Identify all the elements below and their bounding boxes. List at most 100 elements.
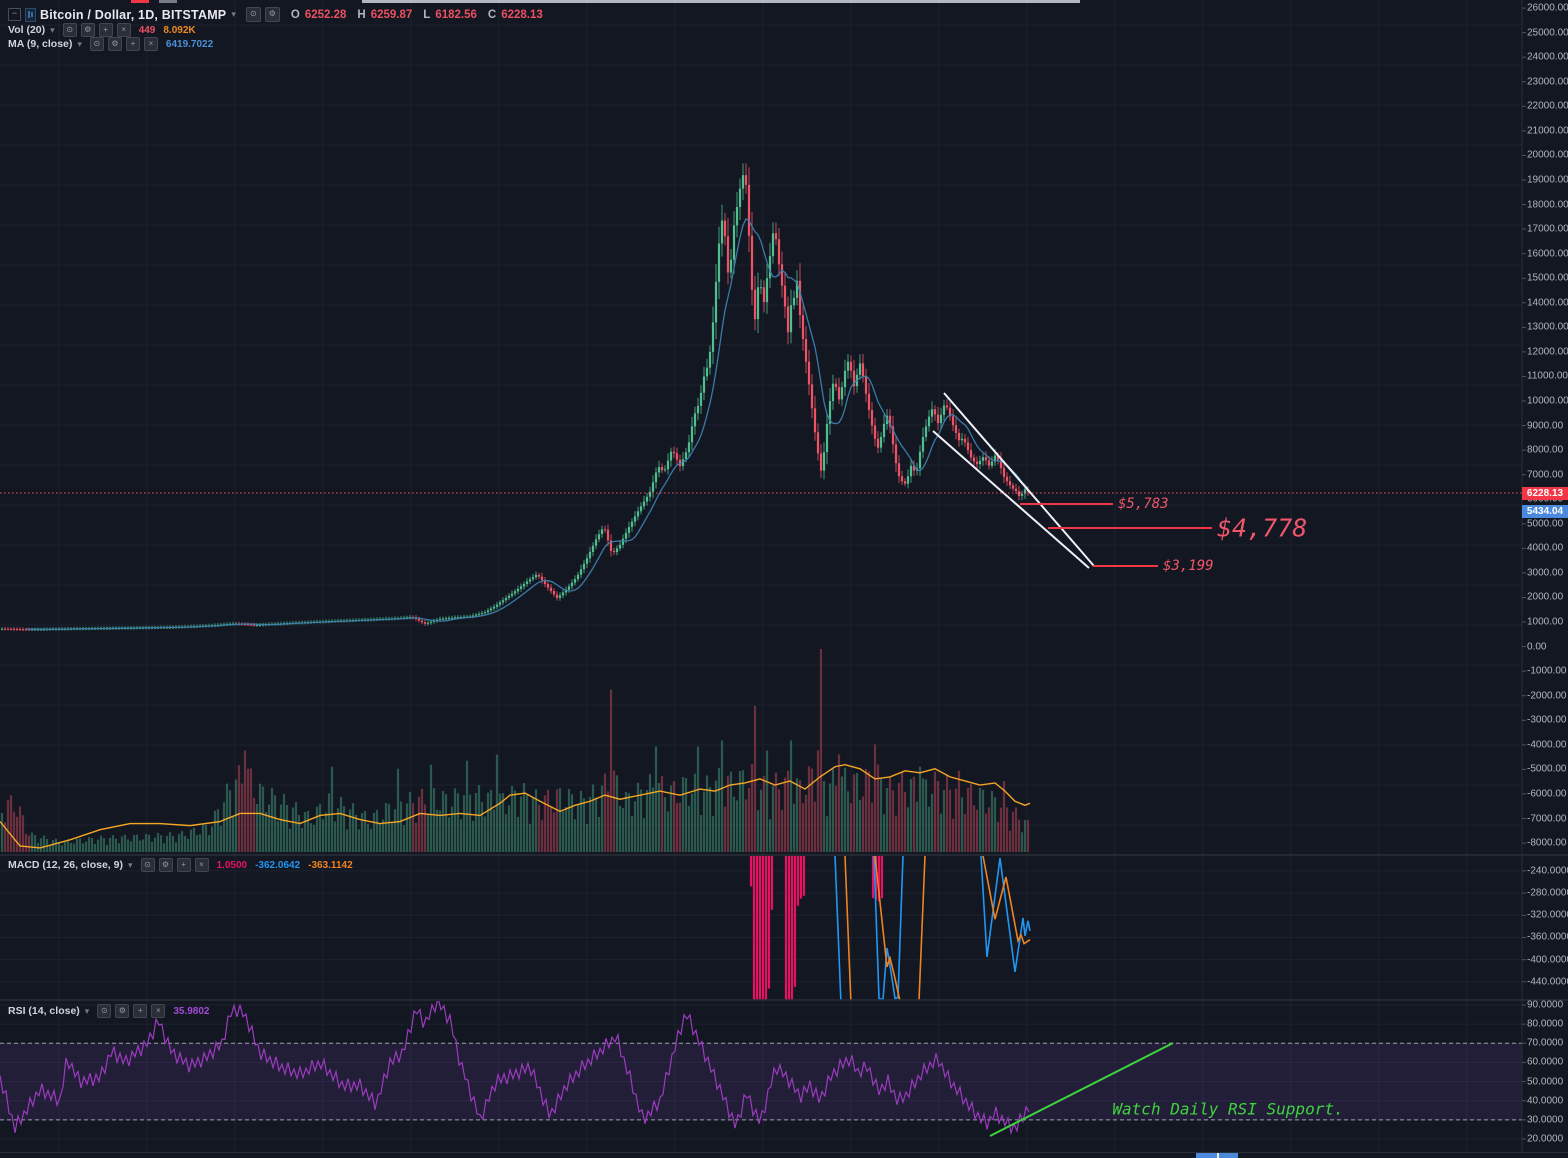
axis-tick-label: 50.0000 [1527, 1076, 1564, 1088]
low-value: 6182.56 [435, 8, 477, 21]
axis-tick-label: 24000.00 [1527, 51, 1568, 63]
axis-tick-label: 12000.00 [1527, 346, 1568, 358]
price-level-label-3199[interactable]: $3,199 [1163, 558, 1214, 574]
gear-icon[interactable]: ⚙ [264, 7, 280, 22]
axis-tick-label: -6000.00 [1527, 788, 1567, 800]
volume-indicator-label[interactable]: Vol (20) [8, 24, 46, 36]
add-icon[interactable]: + [125, 37, 140, 51]
remove-icon[interactable]: × [151, 1004, 166, 1018]
gear-icon[interactable]: ⚙ [80, 23, 95, 37]
ma-legend-row: MA (9, close) ▾ ⊙ ⚙ + × 6419.7022 [8, 37, 213, 51]
axis-tick-label: 20.0000 [1527, 1133, 1564, 1145]
candlestick-series-icon[interactable] [25, 7, 36, 22]
last-price-badge: 6228.13 [1522, 486, 1568, 500]
axis-tick-label: 17000.00 [1527, 223, 1568, 235]
axis-tick-label: 20000.00 [1527, 149, 1568, 161]
rsi-caret-icon[interactable]: ▾ [84, 1005, 90, 1016]
remove-icon[interactable]: × [194, 858, 209, 872]
remove-icon[interactable]: × [143, 37, 158, 51]
axis-tick-label: -3000.00 [1527, 714, 1567, 726]
add-icon[interactable]: + [176, 858, 191, 872]
close-value: 6228.13 [501, 8, 543, 21]
axis-tick-label: 30.0000 [1527, 1114, 1564, 1126]
axis-tick-label: 25000.00 [1527, 27, 1568, 39]
ma-caret-icon[interactable]: ▾ [77, 38, 82, 49]
add-icon[interactable]: + [98, 23, 113, 37]
symbol-legend-row: − Bitcoin / Dollar, 1D, BITSTAMP ▾ ⊙ ⚙ O… [8, 7, 543, 22]
axis-tick-label: -280.0000 [1527, 887, 1568, 899]
volume-value: 449 [138, 24, 156, 36]
macd-hist-value: 1.0500 [216, 859, 248, 871]
axis-tick-label: 40.0000 [1527, 1095, 1564, 1107]
macd-signal-value: -363.1142 [308, 859, 353, 871]
macd-indicator-label[interactable]: MACD (12, 26, close, 9) [8, 859, 123, 871]
eye-icon[interactable]: ⊙ [62, 23, 77, 37]
symbol-caret-icon[interactable]: ▾ [231, 9, 236, 19]
high-label: H [357, 8, 366, 21]
symbol-title[interactable]: Bitcoin / Dollar, 1D, BITSTAMP [40, 7, 227, 22]
rsi-support-note[interactable]: Watch Daily RSI Support. [1112, 1099, 1344, 1119]
rsi-indicator-label[interactable]: RSI (14, close) [8, 1005, 80, 1017]
volume-caret-icon[interactable]: ▾ [50, 24, 55, 35]
axis-tick-label: 10000.00 [1527, 395, 1568, 407]
eye-icon[interactable]: ⊙ [97, 1004, 112, 1018]
price-level-label-5783[interactable]: $5,783 [1118, 496, 1169, 512]
gear-icon[interactable]: ⚙ [115, 1004, 130, 1018]
open-label: O [290, 8, 300, 21]
gear-icon[interactable]: ⚙ [107, 37, 122, 51]
axis-tick-label: 70.0000 [1527, 1037, 1564, 1049]
eye-icon[interactable]: ⊙ [140, 858, 155, 872]
axis-tick-label: 8000.00 [1527, 444, 1564, 456]
eye-icon[interactable]: ⊙ [89, 37, 104, 51]
volume-legend-row: Vol (20) ▾ ⊙ ⚙ + × 449 8.092K [8, 23, 196, 37]
axis-tick-label: 4000.00 [1527, 542, 1564, 554]
low-label: L [423, 8, 431, 21]
axis-tick-label: 3000.00 [1527, 567, 1564, 579]
add-icon[interactable]: + [133, 1004, 148, 1018]
top-edge-red-tab [131, 0, 149, 3]
macd-legend-row: MACD (12, 26, close, 9) ▾ ⊙ ⚙ + × 1.0500… [8, 858, 353, 872]
axis-tick-label: -320.0000 [1527, 909, 1568, 921]
eye-icon[interactable]: ⊙ [245, 7, 261, 22]
macd-value: -362.0642 [255, 859, 301, 871]
axis-tick-label: 21000.00 [1527, 125, 1568, 137]
axis-tick-label: 22000.00 [1527, 100, 1568, 112]
time-axis[interactable] [0, 1152, 1568, 1158]
ma-value: 6419.7022 [165, 38, 214, 50]
axis-tick-label: 9000.00 [1527, 420, 1564, 432]
axis-tick-label: 15000.00 [1527, 272, 1568, 284]
gear-icon[interactable]: ⚙ [158, 858, 173, 872]
alt-price-badge: 5434.04 [1522, 504, 1568, 518]
axis-tick-label: 26000.00 [1527, 2, 1568, 14]
axis-tick-label: 80.0000 [1527, 1018, 1564, 1030]
axis-tick-label: -240.0000 [1527, 865, 1568, 877]
axis-tick-label: -8000.00 [1527, 837, 1567, 849]
price-axis[interactable]: 26000.00 25000.00 24000.00 23000.00 22000.00… [1522, 0, 1568, 1152]
axis-tick-label: 19000.00 [1527, 174, 1568, 186]
axis-tick-label: 23000.00 [1527, 76, 1568, 88]
ma-indicator-label[interactable]: MA (9, close) [8, 38, 73, 50]
macd-caret-icon[interactable]: ▾ [127, 859, 133, 870]
axis-tick-label: 11000.00 [1527, 370, 1568, 382]
axis-tick-label: -1000.00 [1527, 665, 1567, 677]
axis-tick-label: 18000.00 [1527, 199, 1568, 211]
axis-tick-label: 2000.00 [1527, 591, 1564, 603]
volume-ma-value: 8.092K [163, 24, 196, 36]
axis-tick-label: 60.0000 [1527, 1056, 1564, 1068]
axis-tick-label: 16000.00 [1527, 248, 1568, 260]
time-axis-date-badge [1196, 1153, 1238, 1158]
axis-tick-label: -360.0000 [1527, 931, 1568, 943]
axis-tick-label: -7000.00 [1527, 813, 1567, 824]
rsi-legend-row: RSI (14, close) ▾ ⊙ ⚙ + × 35.9802 [8, 1004, 209, 1018]
price-level-label-4778[interactable]: $4,778 [1217, 513, 1308, 543]
axis-tick-label: -4000.00 [1527, 739, 1567, 751]
axis-tick-label: -5000.00 [1527, 763, 1567, 775]
axis-tick-label: 90.0000 [1527, 999, 1564, 1011]
remove-icon[interactable]: × [116, 23, 131, 37]
axis-tick-label: 14000.00 [1527, 297, 1568, 309]
collapse-pane-icon[interactable]: − [8, 8, 21, 21]
axis-tick-label: 1000.00 [1527, 616, 1564, 628]
high-value: 6259.87 [370, 8, 413, 21]
